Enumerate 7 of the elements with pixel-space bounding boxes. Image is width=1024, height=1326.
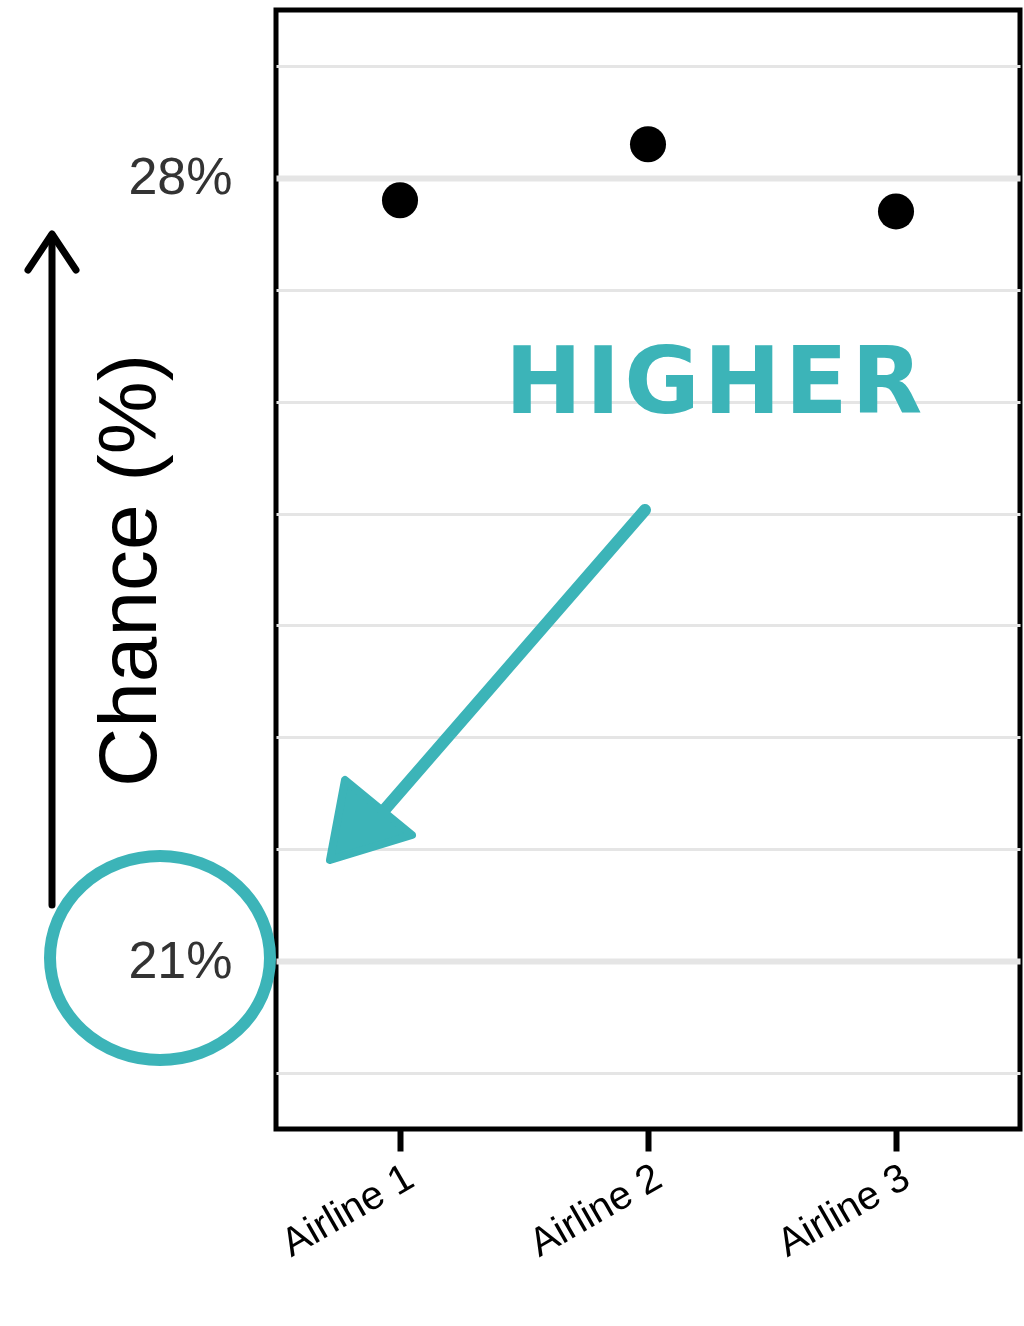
point <box>629 126 667 163</box>
point <box>877 193 915 230</box>
point <box>381 182 419 219</box>
y-tick-label: 28% <box>128 147 233 206</box>
y-tick-label: 21% <box>128 930 233 989</box>
annotation: HIGHER <box>505 328 927 435</box>
y-axis-title: Chance (%) <box>81 354 173 787</box>
